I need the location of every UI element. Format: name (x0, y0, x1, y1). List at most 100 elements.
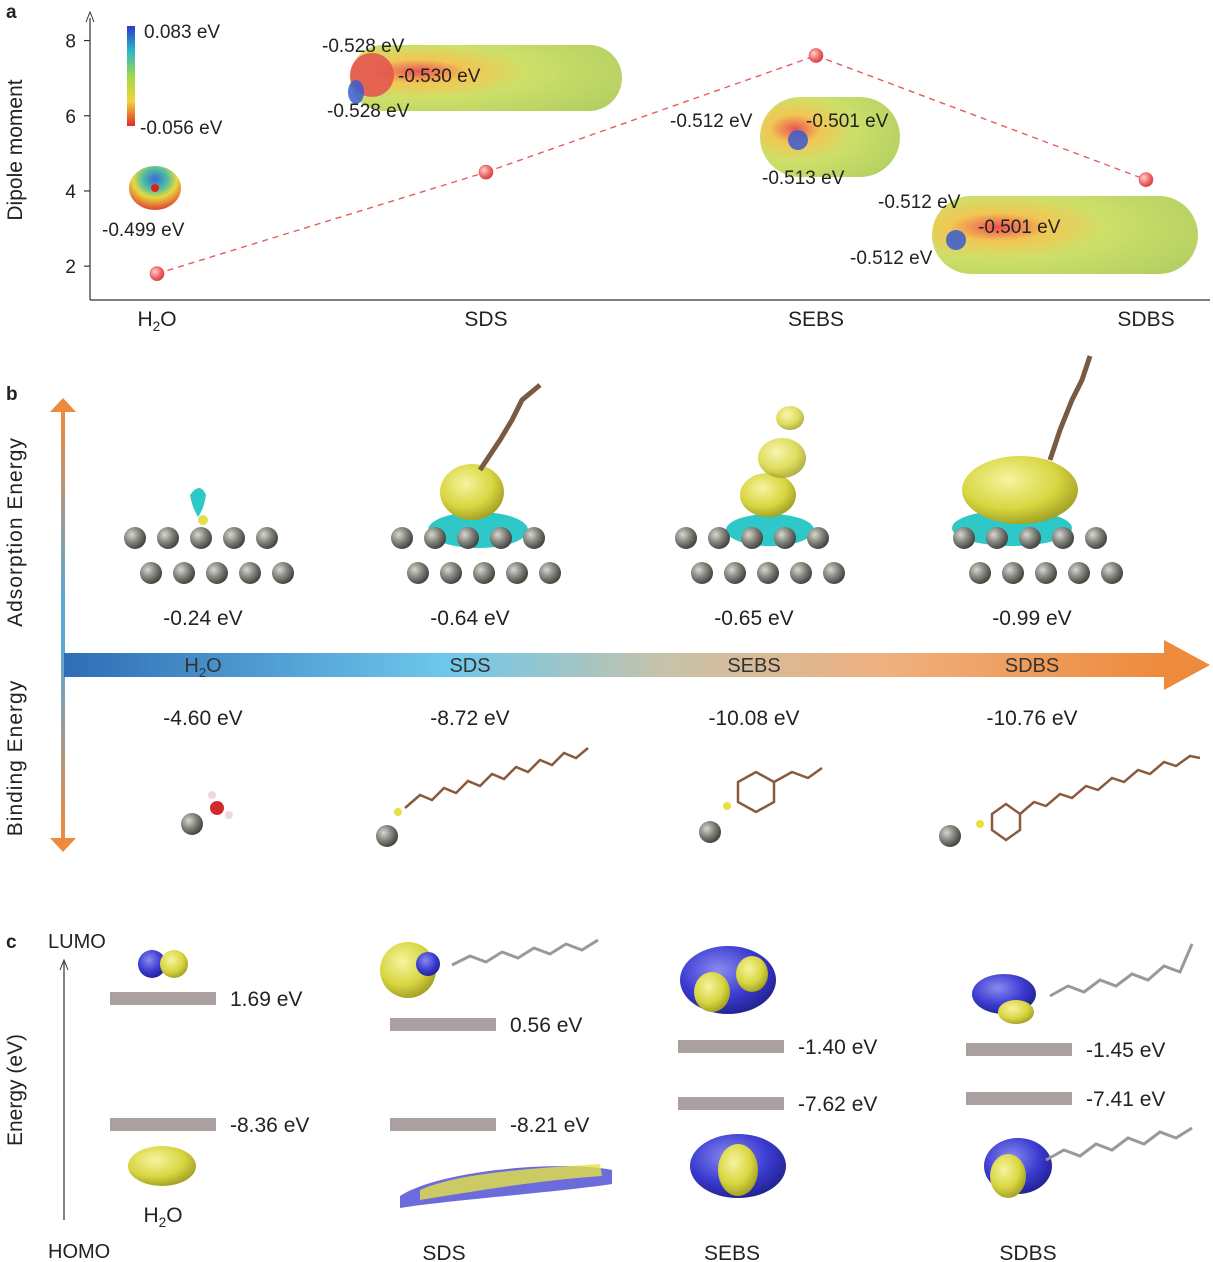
y-tick-label: 8 (65, 32, 76, 53)
h2o-bound-structure (181, 791, 233, 835)
y-axis-label: Dipole moment (4, 79, 27, 220)
x-category-label-rest: O (160, 308, 176, 331)
sds-homo-yellow-lobes (420, 1164, 602, 1200)
sdbs-adsorption-structure (952, 355, 1093, 546)
surface-atom-bottom (724, 562, 746, 584)
x-category-label-base: SDS (464, 308, 507, 331)
surface-atom-bottom (969, 562, 991, 584)
data-point-sdbs (1138, 172, 1154, 187)
esp-colorbar (127, 26, 135, 126)
h2o-esp-annotation: -0.499 eV (102, 220, 185, 241)
sebs-orbitals (680, 946, 786, 1198)
sdbs-esp-annotation-2: -0.501 eV (978, 217, 1061, 238)
x-category-label: SEBS (788, 308, 844, 331)
molecule-label-base: SDBS (999, 1242, 1056, 1262)
x-category-label: H2O (137, 308, 176, 334)
surface-atom-top (424, 527, 446, 549)
lumo-level-bar (678, 1040, 784, 1053)
lumo-energy-value: 0.56 eV (510, 1014, 582, 1037)
h2o-hydrogen-1 (208, 791, 216, 799)
horizontal-energy-arrow (64, 653, 1164, 677)
band-label-rest: O (206, 655, 222, 677)
binding-energy-axis-label: Binding Energy (4, 680, 27, 836)
lumo-level-bar (966, 1043, 1072, 1056)
h2o-charge-density (190, 488, 206, 517)
surface-atom-top (708, 527, 730, 549)
y-tick-label: 6 (65, 107, 76, 128)
y-tick-label: 4 (65, 182, 76, 203)
sdbs-lumo-yellow-lobe (998, 1000, 1034, 1024)
energy-vertical-axis (61, 410, 65, 840)
panel-c: LUMO HOMO Energy (eV) (4, 931, 1194, 1262)
sds-blue-region (348, 80, 364, 104)
h2o-oxygen (210, 801, 224, 815)
sds-lumo-chain (451, 938, 599, 967)
vertical-axis-top-arrowhead (50, 398, 76, 412)
binding-energy-labels: -4.60 eV -8.72 eV -10.08 eV -10.76 eV (163, 707, 1077, 730)
series-segment (815, 54, 1147, 181)
sdbs-benzene-ring (990, 802, 1022, 842)
h2o-metal-atom (181, 813, 203, 835)
sebs-esp-annotation-1: -0.512 eV (670, 111, 753, 132)
panel-a-letter: a (6, 2, 17, 23)
sds-sulfur (394, 808, 402, 816)
sebs-adsorption-structure (726, 406, 814, 546)
adsorption-energy-value: -0.24 eV (163, 607, 242, 630)
sebs-esp-annotation-3: -0.513 eV (762, 168, 845, 189)
x-category-label-subscript: 2 (153, 319, 161, 334)
sdbs-alkyl-chain (1019, 754, 1201, 815)
sds-orbitals (380, 938, 612, 1208)
sebs-ethyl-group (773, 766, 823, 784)
surface-atom-bottom (173, 562, 195, 584)
sdbs-esp-surface (932, 196, 1198, 274)
band-label-base: SDS (449, 655, 490, 677)
sebs-yellow-isosurface-3 (776, 406, 804, 430)
adsorption-energy-value: -0.64 eV (430, 607, 509, 630)
homo-level-bar (110, 1118, 216, 1131)
surface-atom-top (741, 527, 763, 549)
panel-b: Adsorption Energy Binding Energy H2O SDS S… (4, 355, 1210, 852)
sebs-benzene-ring (736, 770, 776, 814)
series-segment (156, 171, 487, 275)
adsorption-energy-axis-label: Adsorption Energy (4, 437, 27, 627)
surface-atom-bottom (1068, 562, 1090, 584)
h2o-orbitals (128, 950, 196, 1186)
binding-energy-value: -4.60 eV (163, 707, 242, 730)
surface-atom-bottom (206, 562, 228, 584)
surface-atom-top (190, 527, 212, 549)
surface-atom-top (807, 527, 829, 549)
band-label: SEBS (727, 655, 780, 677)
surface-atom-bottom (506, 562, 528, 584)
lumo-energy-value: 1.69 eV (230, 988, 302, 1011)
surface-atom-top (490, 527, 512, 549)
surface-atom-bottom (757, 562, 779, 584)
x-category-label-base: H (137, 308, 152, 331)
sdbs-esp-annotation-3: -0.512 eV (850, 248, 933, 269)
homo-energy-value: -7.41 eV (1086, 1088, 1165, 1111)
h2o-yellow-lobe (198, 515, 208, 525)
y-axis-arrowhead (85, 10, 95, 23)
sebs-yellow-isosurface-1 (740, 473, 796, 517)
surface-atom-bottom (239, 562, 261, 584)
panel-b-letter: b (6, 384, 18, 405)
sebs-cyan-isosurface (726, 514, 814, 546)
molecule-label-base: SDS (422, 1242, 465, 1262)
series-line (149, 48, 1154, 281)
surface-atom-bottom (1002, 562, 1024, 584)
h2o-lumo-yellow-lobe (160, 950, 188, 978)
y-tick-label: 2 (65, 257, 76, 278)
band-label-base: H (184, 655, 198, 677)
h2o-adsorption-structure (190, 488, 208, 525)
band-label-base: SEBS (727, 655, 780, 677)
homo-level-bar (390, 1118, 496, 1131)
sdbs-orbitals (972, 943, 1194, 1198)
surface-atom-bottom (272, 562, 294, 584)
sds-bound-structure (376, 747, 589, 847)
surface-atom-bottom (790, 562, 812, 584)
sdbs-yellow-isosurface (962, 456, 1078, 524)
band-label: SDBS (1005, 655, 1059, 677)
homo-energy-value: -8.21 eV (510, 1114, 589, 1137)
molecule-label: SDBS (999, 1242, 1056, 1262)
surface-atom-bottom (473, 562, 495, 584)
